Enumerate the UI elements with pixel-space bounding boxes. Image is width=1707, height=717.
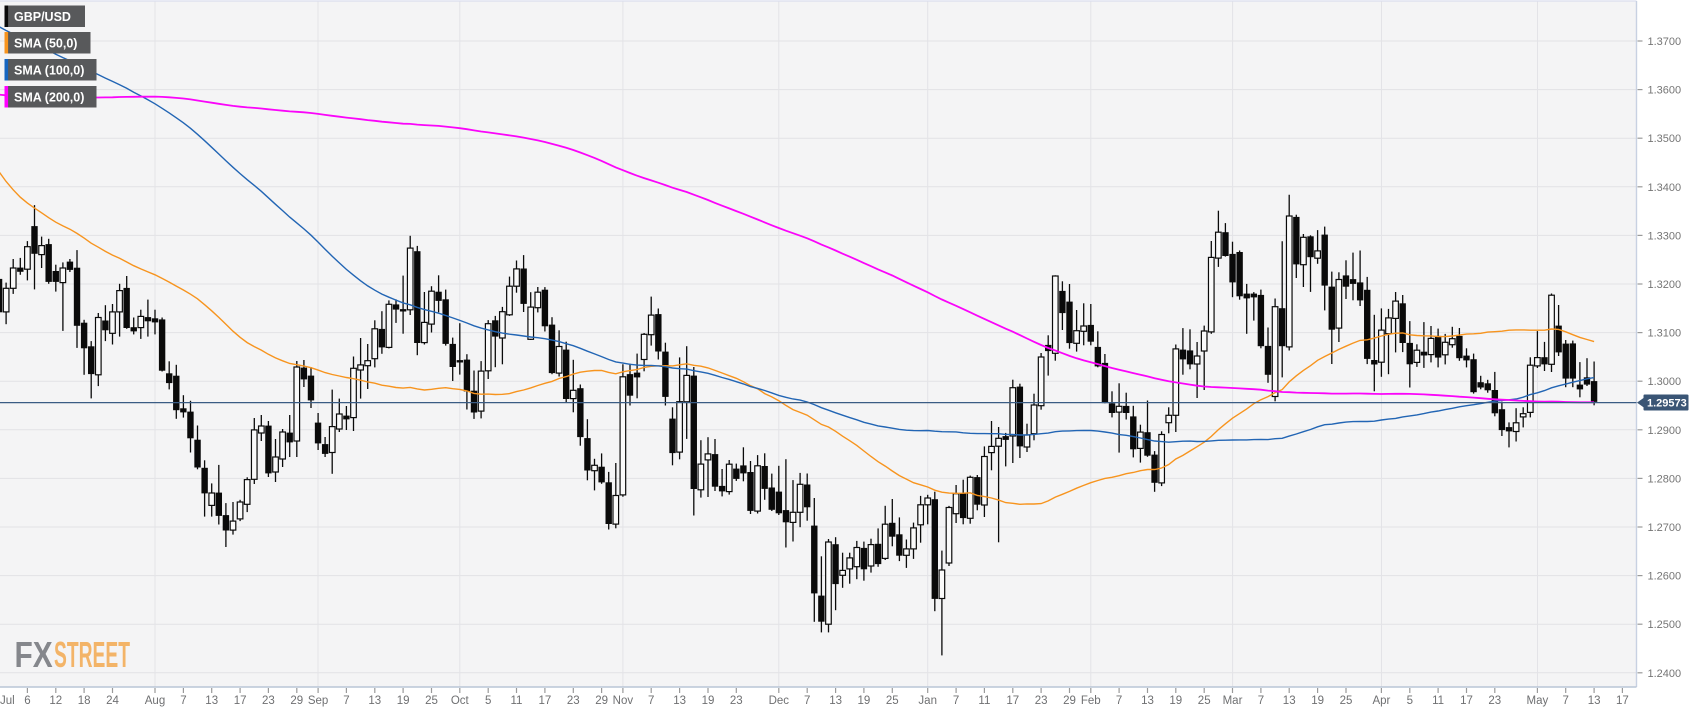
svg-text:Aug: Aug	[145, 695, 165, 707]
svg-text:Mar: Mar	[1223, 695, 1243, 707]
svg-text:19: 19	[1311, 695, 1324, 707]
svg-text:1.3700: 1.3700	[1648, 36, 1682, 48]
svg-text:19: 19	[397, 695, 410, 707]
svg-text:23: 23	[262, 695, 275, 707]
svg-text:Jul: Jul	[0, 695, 15, 707]
svg-text:Dec: Dec	[769, 695, 790, 707]
svg-text:13: 13	[673, 695, 686, 707]
svg-text:6: 6	[24, 695, 30, 707]
svg-text:11: 11	[978, 695, 990, 707]
svg-text:19: 19	[858, 695, 871, 707]
svg-text:7: 7	[1116, 695, 1122, 707]
svg-text:13: 13	[829, 695, 842, 707]
svg-text:18: 18	[78, 695, 91, 707]
svg-text:19: 19	[702, 695, 715, 707]
svg-text:29: 29	[290, 695, 303, 707]
svg-text:STREET: STREET	[54, 636, 130, 676]
svg-text:17: 17	[234, 695, 247, 707]
svg-text:Jan: Jan	[918, 695, 937, 707]
svg-text:13: 13	[1283, 695, 1296, 707]
svg-text:May: May	[1527, 695, 1549, 707]
svg-text:29: 29	[595, 695, 608, 707]
svg-text:13: 13	[1588, 695, 1601, 707]
svg-text:FX: FX	[15, 635, 53, 675]
svg-text:1.2400: 1.2400	[1648, 668, 1682, 680]
svg-text:7: 7	[648, 695, 654, 707]
svg-text:25: 25	[425, 695, 438, 707]
svg-text:1.29573: 1.29573	[1647, 397, 1687, 409]
svg-text:1.2600: 1.2600	[1648, 571, 1682, 583]
svg-text:24: 24	[106, 695, 119, 707]
svg-text:1.3100: 1.3100	[1648, 328, 1682, 340]
svg-text:17: 17	[539, 695, 552, 707]
svg-text:1.2500: 1.2500	[1648, 619, 1682, 631]
svg-text:7: 7	[343, 695, 349, 707]
svg-text:1.2800: 1.2800	[1648, 473, 1682, 485]
svg-text:23: 23	[567, 695, 580, 707]
svg-text:13: 13	[1141, 695, 1154, 707]
svg-text:Nov: Nov	[613, 695, 634, 707]
svg-text:1.2900: 1.2900	[1648, 425, 1682, 437]
svg-text:23: 23	[1035, 695, 1048, 707]
svg-text:1.3600: 1.3600	[1648, 85, 1682, 97]
svg-text:25: 25	[1340, 695, 1353, 707]
svg-text:11: 11	[511, 695, 523, 707]
svg-text:7: 7	[953, 695, 959, 707]
svg-text:GBP/USD: GBP/USD	[14, 10, 71, 24]
svg-text:SMA (100,0): SMA (100,0)	[14, 63, 84, 77]
svg-text:17: 17	[1006, 695, 1019, 707]
svg-text:7: 7	[1258, 695, 1264, 707]
svg-text:1.3500: 1.3500	[1648, 133, 1682, 145]
svg-text:17: 17	[1460, 695, 1473, 707]
svg-text:SMA (200,0): SMA (200,0)	[14, 90, 84, 104]
svg-text:29: 29	[1063, 695, 1076, 707]
svg-text:Feb: Feb	[1081, 695, 1101, 707]
svg-text:7: 7	[1562, 695, 1568, 707]
svg-text:7: 7	[180, 695, 186, 707]
svg-text:Apr: Apr	[1372, 695, 1390, 707]
svg-text:5: 5	[485, 695, 491, 707]
svg-text:7: 7	[804, 695, 810, 707]
svg-text:23: 23	[1488, 695, 1501, 707]
svg-text:11: 11	[1432, 695, 1444, 707]
svg-text:5: 5	[1407, 695, 1413, 707]
svg-text:12: 12	[49, 695, 62, 707]
svg-text:23: 23	[730, 695, 743, 707]
svg-text:13: 13	[368, 695, 381, 707]
svg-text:1.3000: 1.3000	[1648, 376, 1682, 388]
svg-text:17: 17	[1616, 695, 1629, 707]
svg-text:Oct: Oct	[451, 695, 470, 707]
svg-text:1.3200: 1.3200	[1648, 279, 1682, 291]
svg-text:1.2700: 1.2700	[1648, 522, 1682, 534]
svg-text:1.3400: 1.3400	[1648, 182, 1682, 194]
svg-text:25: 25	[886, 695, 899, 707]
svg-text:25: 25	[1198, 695, 1211, 707]
svg-text:19: 19	[1169, 695, 1182, 707]
svg-text:1.3300: 1.3300	[1648, 230, 1682, 242]
svg-text:13: 13	[205, 695, 218, 707]
svg-text:Sep: Sep	[308, 695, 328, 707]
svg-text:SMA (50,0): SMA (50,0)	[14, 36, 77, 50]
